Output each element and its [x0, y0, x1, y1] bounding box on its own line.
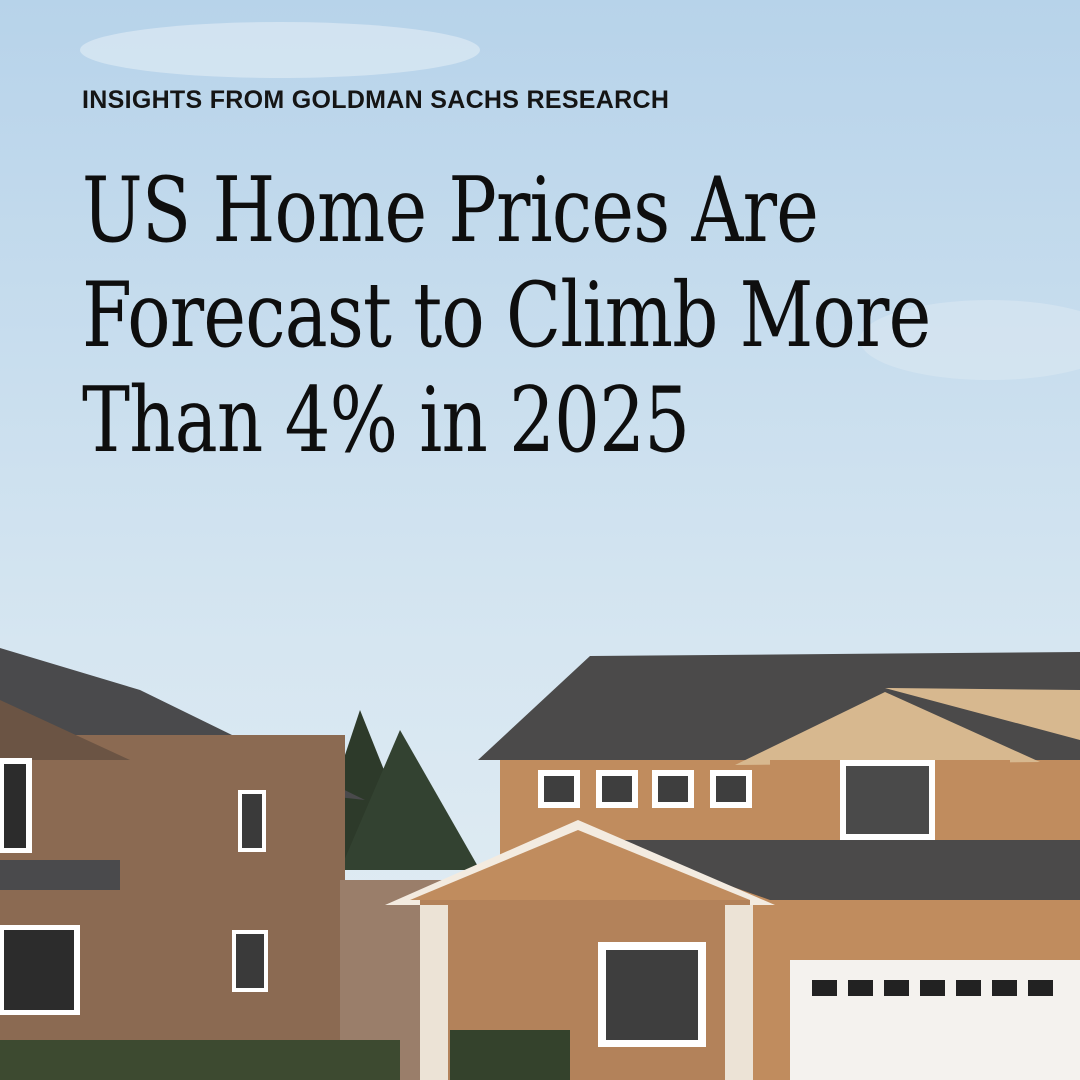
headline: US Home Prices Are Forecast to Climb Mor… — [82, 158, 931, 473]
kicker: INSIGHTS FROM GOLDMAN SACHS RESEARCH — [82, 86, 670, 114]
headline-line: US Home Prices Are — [82, 158, 819, 263]
headline-line: Than 4% in 2025 — [82, 368, 690, 473]
headline-line: Forecast to Climb More — [82, 263, 931, 368]
